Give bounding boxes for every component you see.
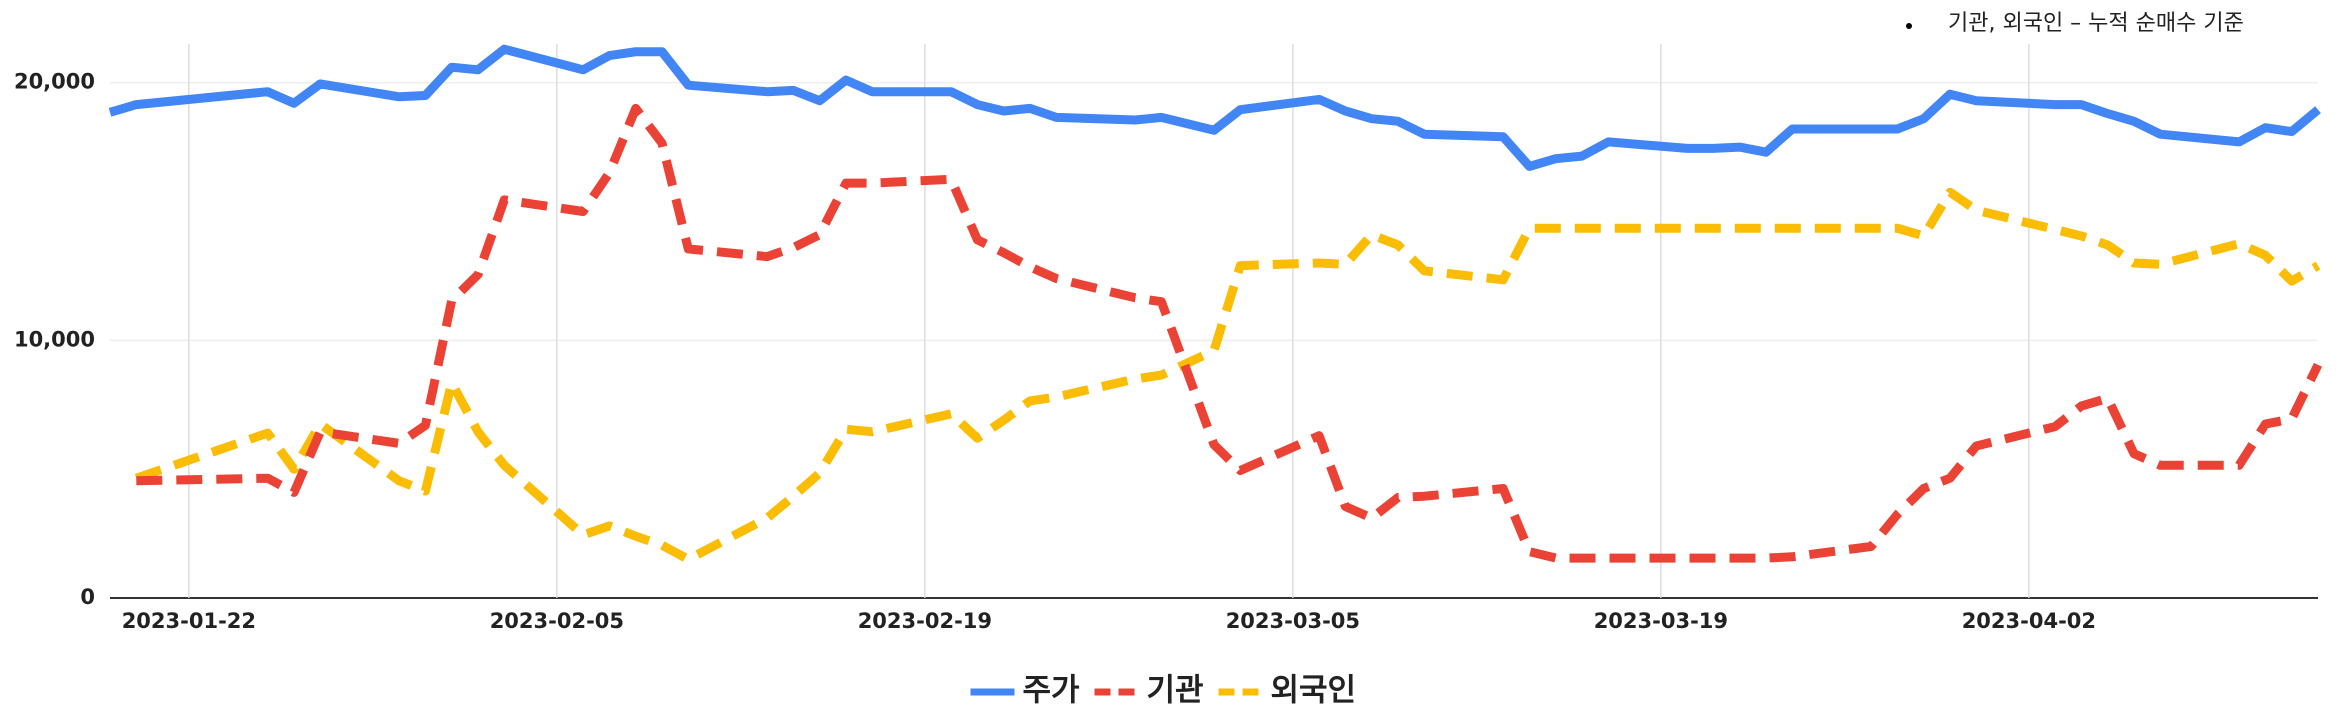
legend-label: 주가 bbox=[1023, 673, 1081, 709]
series-line bbox=[136, 103, 2323, 563]
series-line bbox=[134, 187, 2321, 564]
legend-label: 기관 bbox=[1147, 673, 1204, 709]
series-line bbox=[108, 44, 2321, 171]
x-tick-label: 2023-03-05 bbox=[1226, 609, 1360, 633]
x-tick-label: 2023-04-02 bbox=[1962, 609, 2096, 633]
x-tick-label: 2023-02-05 bbox=[490, 609, 624, 633]
y-tick-label: 20,000 bbox=[14, 70, 95, 94]
x-tick-label: 2023-01-22 bbox=[122, 609, 256, 633]
note-bullet bbox=[1906, 23, 1912, 29]
note: 기관, 외국인 – 누적 순매수 기준 bbox=[1948, 11, 2244, 36]
legend-label: 외국인 bbox=[1271, 673, 1357, 709]
y-tick-label: 0 bbox=[80, 585, 95, 609]
y-tick-label: 10,000 bbox=[14, 327, 95, 351]
x-tick-label: 2023-02-19 bbox=[858, 609, 992, 633]
x-tick-label: 2023-03-19 bbox=[1594, 609, 1728, 633]
